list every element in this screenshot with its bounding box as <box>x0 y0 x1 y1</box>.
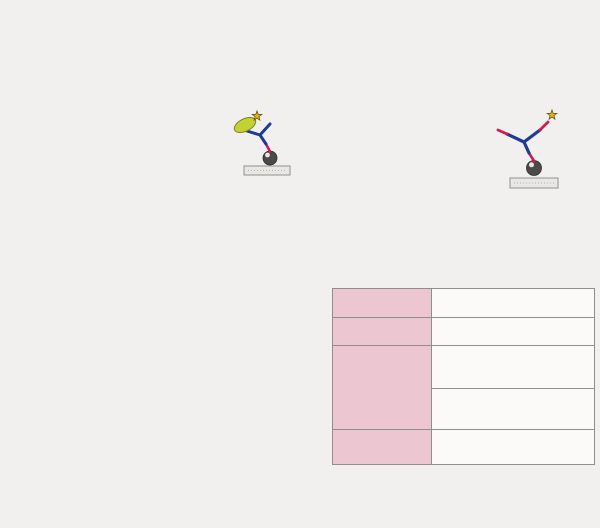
row-value <box>431 288 595 318</box>
bridging-assay-schematic-icon <box>496 108 559 189</box>
table-row <box>332 429 595 465</box>
streptavidin-bead-icon <box>526 160 542 176</box>
fig4-plot <box>25 270 317 448</box>
capture-antibody-icon <box>245 122 272 146</box>
ada-antibody-icon <box>505 128 542 155</box>
row-label <box>332 317 432 346</box>
row-value <box>431 429 595 465</box>
table-row <box>332 288 595 318</box>
detection-arm-icon <box>496 120 550 136</box>
row-label <box>332 429 432 465</box>
plate-icon <box>509 177 559 189</box>
table-row <box>333 388 595 430</box>
chart-fig4 <box>25 270 317 448</box>
sulfo-tag-star-icon <box>546 108 558 121</box>
table-row <box>332 317 595 346</box>
chart-fig3b <box>318 46 594 214</box>
chart-fig3a <box>22 46 304 214</box>
table-row <box>332 345 595 430</box>
row-value <box>431 317 595 346</box>
row-label <box>332 288 432 318</box>
streptavidin-bead-icon <box>262 150 278 166</box>
sandwich-assay-schematic-icon <box>233 110 291 176</box>
row-value <box>431 388 595 430</box>
detection-reagent-icon <box>233 116 257 134</box>
row-label <box>332 345 432 430</box>
row-value <box>431 345 595 389</box>
sulfo-tag-star-icon <box>251 110 263 122</box>
assay-parameters-table <box>332 288 595 465</box>
